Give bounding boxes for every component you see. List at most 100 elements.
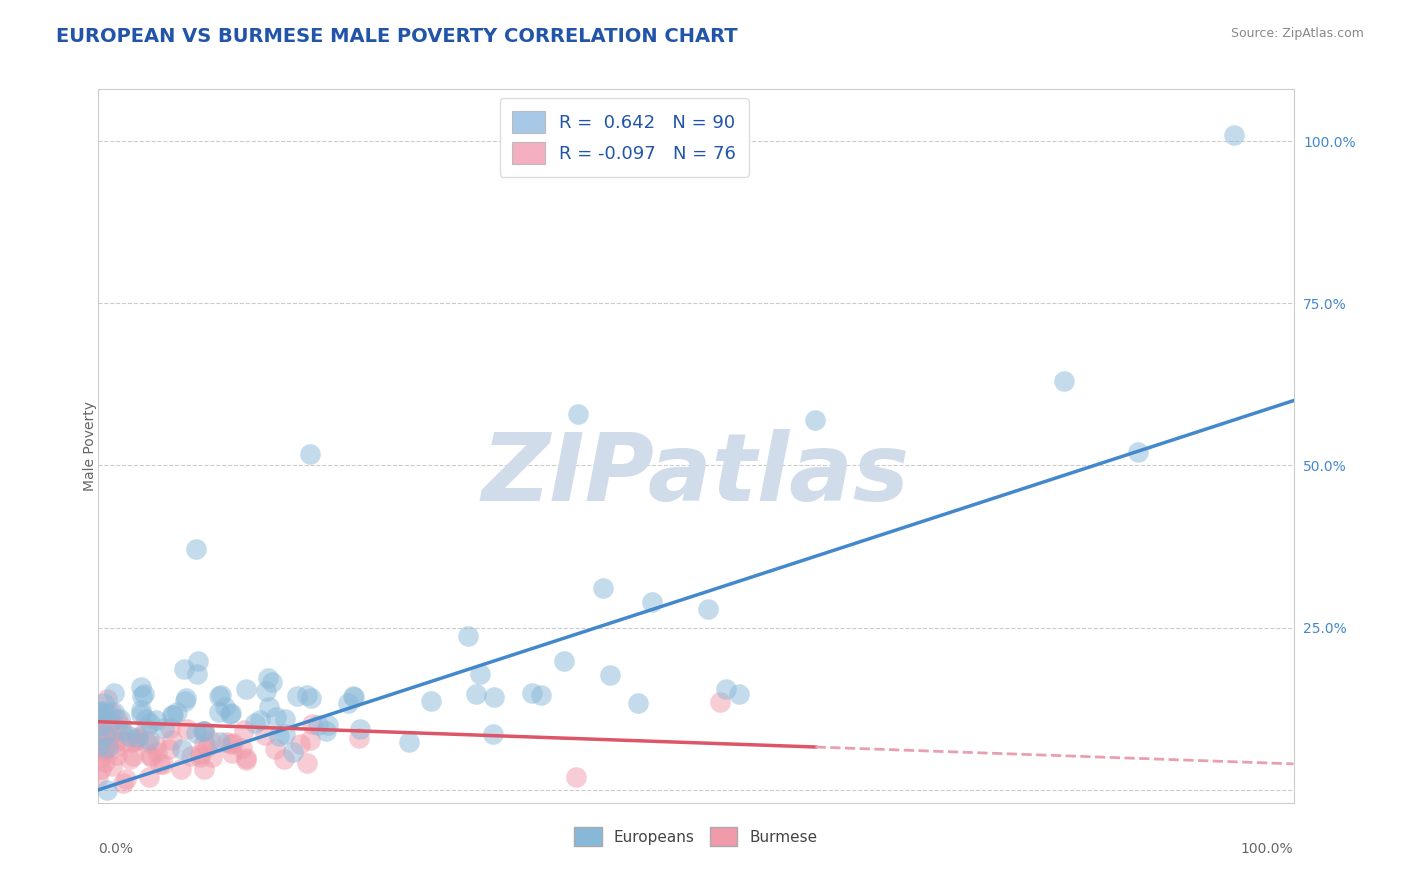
Point bbox=[457, 629, 479, 643]
Point bbox=[347, 731, 370, 746]
Point bbox=[193, 723, 215, 738]
Point bbox=[219, 706, 242, 721]
Y-axis label: Male Poverty: Male Poverty bbox=[83, 401, 97, 491]
Point bbox=[93, 696, 115, 710]
Point bbox=[193, 724, 215, 739]
Point bbox=[295, 688, 318, 702]
Point bbox=[120, 752, 142, 766]
Point bbox=[299, 691, 322, 706]
Point bbox=[254, 684, 277, 698]
Point bbox=[153, 722, 176, 736]
Point bbox=[149, 757, 172, 772]
Point bbox=[267, 729, 290, 743]
Point bbox=[307, 717, 329, 731]
Point bbox=[1053, 374, 1076, 388]
Point bbox=[249, 713, 271, 727]
Point bbox=[716, 681, 738, 696]
Point bbox=[201, 750, 224, 764]
Point bbox=[100, 706, 122, 720]
Point bbox=[162, 732, 184, 747]
Point bbox=[222, 736, 245, 750]
Point bbox=[129, 680, 152, 694]
Point bbox=[87, 725, 110, 739]
Point bbox=[297, 756, 319, 771]
Point bbox=[157, 741, 180, 756]
Point bbox=[253, 728, 276, 742]
Point bbox=[103, 731, 125, 745]
Point bbox=[233, 723, 256, 737]
Point bbox=[98, 730, 121, 744]
Point bbox=[193, 762, 215, 776]
Point bbox=[697, 602, 720, 616]
Point bbox=[567, 407, 589, 421]
Point bbox=[97, 740, 120, 755]
Point bbox=[274, 727, 297, 741]
Point bbox=[131, 689, 153, 703]
Point bbox=[174, 691, 197, 706]
Point bbox=[138, 733, 160, 747]
Point bbox=[96, 692, 118, 706]
Point bbox=[129, 703, 152, 717]
Point bbox=[91, 718, 114, 732]
Point bbox=[118, 729, 141, 743]
Point bbox=[152, 757, 174, 772]
Point bbox=[343, 690, 366, 704]
Point bbox=[285, 689, 308, 703]
Text: 100.0%: 100.0% bbox=[1241, 842, 1294, 856]
Point bbox=[111, 776, 134, 790]
Point bbox=[215, 735, 238, 749]
Point bbox=[93, 744, 115, 758]
Point bbox=[94, 728, 117, 742]
Point bbox=[127, 730, 149, 744]
Point bbox=[709, 695, 731, 709]
Point bbox=[187, 655, 209, 669]
Point bbox=[482, 726, 505, 740]
Point bbox=[180, 748, 202, 763]
Point bbox=[111, 724, 134, 739]
Point bbox=[565, 770, 588, 784]
Point bbox=[188, 750, 211, 764]
Point bbox=[173, 662, 195, 676]
Point bbox=[139, 749, 162, 764]
Point bbox=[89, 705, 111, 719]
Point bbox=[162, 708, 184, 723]
Point bbox=[110, 719, 132, 733]
Point bbox=[260, 674, 283, 689]
Point bbox=[257, 671, 280, 685]
Point bbox=[93, 742, 115, 756]
Point bbox=[592, 582, 614, 596]
Point bbox=[209, 688, 232, 702]
Point bbox=[209, 735, 232, 749]
Point bbox=[101, 759, 124, 773]
Point bbox=[135, 721, 157, 735]
Point bbox=[214, 699, 236, 714]
Point bbox=[121, 734, 143, 748]
Point bbox=[530, 688, 553, 702]
Point bbox=[235, 754, 257, 768]
Point bbox=[96, 729, 118, 743]
Point bbox=[93, 742, 115, 756]
Point bbox=[127, 731, 149, 746]
Point bbox=[464, 688, 486, 702]
Point bbox=[1223, 128, 1246, 142]
Point bbox=[96, 782, 118, 797]
Point bbox=[114, 734, 136, 748]
Point bbox=[170, 762, 193, 776]
Point bbox=[342, 689, 364, 703]
Point bbox=[301, 717, 323, 731]
Point bbox=[87, 726, 110, 740]
Point bbox=[94, 716, 117, 731]
Point bbox=[104, 740, 127, 755]
Point bbox=[349, 723, 371, 737]
Point bbox=[264, 710, 287, 724]
Point bbox=[174, 693, 197, 707]
Point bbox=[145, 739, 167, 754]
Point bbox=[290, 737, 312, 751]
Point bbox=[235, 681, 257, 696]
Point bbox=[298, 733, 321, 747]
Point bbox=[208, 689, 231, 703]
Point bbox=[186, 542, 208, 557]
Point bbox=[96, 706, 118, 721]
Point bbox=[103, 686, 125, 700]
Point bbox=[108, 712, 131, 726]
